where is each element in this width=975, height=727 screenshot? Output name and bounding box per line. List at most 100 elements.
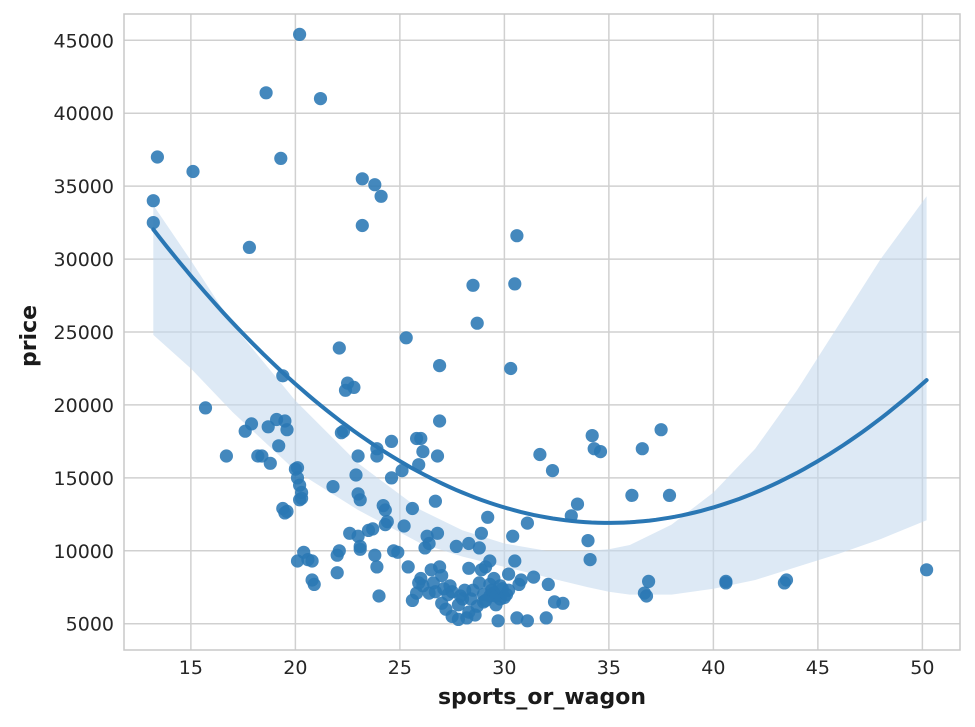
data-point [662,488,677,502]
data-point [355,172,369,186]
data-point [920,563,934,577]
data-point [263,456,277,470]
data-point [527,570,541,584]
data-point [502,567,516,581]
data-point [416,445,430,459]
data-point [351,529,365,543]
data-point [435,569,449,583]
data-point [330,566,344,580]
data-point [391,545,405,559]
data-point [472,576,486,590]
data-point [462,536,476,551]
data-point [280,423,294,437]
y-tick-label: 15000 [54,468,114,490]
data-point [290,461,305,475]
data-point [506,529,520,543]
data-point [719,576,733,590]
data-point [332,544,346,558]
data-point [581,534,595,548]
data-point [401,560,415,574]
data-point [508,277,522,291]
data-point [244,417,259,431]
data-point [374,189,388,203]
y-tick-label: 25000 [54,322,114,344]
data-point [654,423,668,437]
data-point [449,539,463,554]
data-point [259,86,273,100]
x-tick-label: 20 [283,657,307,679]
data-point [635,442,649,456]
data-point [326,480,340,494]
data-point [295,491,309,505]
data-point [570,497,585,511]
data-point [384,471,399,485]
data-point [280,504,294,518]
data-point [242,240,256,254]
data-point [405,501,419,516]
data-point [146,194,160,208]
data-point [539,611,553,625]
data-point [545,464,560,478]
data-point [481,510,495,524]
data-point [355,218,369,233]
data-point [276,369,290,383]
data-point [472,541,486,555]
data-point [305,554,319,568]
data-point [370,560,384,574]
x-tick-label: 45 [806,657,830,679]
x-tick-label: 50 [910,657,934,679]
data-point [491,614,505,628]
data-point [520,614,535,628]
x-axis-title: sports_or_wagon [438,685,646,710]
x-tick-label: 30 [492,657,516,679]
data-point [433,359,447,373]
data-point [146,216,160,230]
data-point [198,401,213,415]
data-point [372,589,386,603]
data-point [219,449,233,463]
data-point [395,464,409,478]
data-point [414,431,428,446]
data-point [556,596,570,610]
y-tick-label: 30000 [54,249,114,271]
y-tick-label: 45000 [54,30,114,52]
data-point [186,164,200,179]
y-tick-labels: 5000 10000 15000 20000 25000 30000 35000 40000 4… [54,30,114,635]
data-point [593,445,608,459]
data-point [541,577,555,592]
data-point [150,150,164,164]
y-tick-label: 10000 [54,541,114,563]
data-point [639,589,654,603]
y-tick-label: 35000 [54,176,114,198]
data-points [146,27,934,628]
data-point [533,447,547,462]
data-point [466,278,480,292]
data-point [625,488,639,502]
confidence-band [153,196,927,595]
x-tick-label: 35 [597,657,621,679]
y-tick-label: 20000 [54,395,114,417]
data-point [428,494,442,508]
data-point [307,577,321,592]
data-point [368,548,382,562]
data-point [397,519,411,533]
data-point [462,561,476,575]
x-tick-label: 25 [388,657,412,679]
data-point [353,493,367,507]
x-tick-label: 15 [179,657,203,679]
data-point [433,414,447,428]
data-point [430,449,445,463]
data-point [366,522,380,536]
data-point [483,554,497,568]
data-point [349,468,363,482]
data-point [642,574,656,589]
data-point [384,434,399,448]
data-point [353,542,367,556]
data-point [520,516,535,530]
data-point [510,229,524,243]
data-point [332,341,346,355]
data-point [368,178,382,192]
y-axis-title: price [17,305,42,367]
data-point [272,439,286,453]
